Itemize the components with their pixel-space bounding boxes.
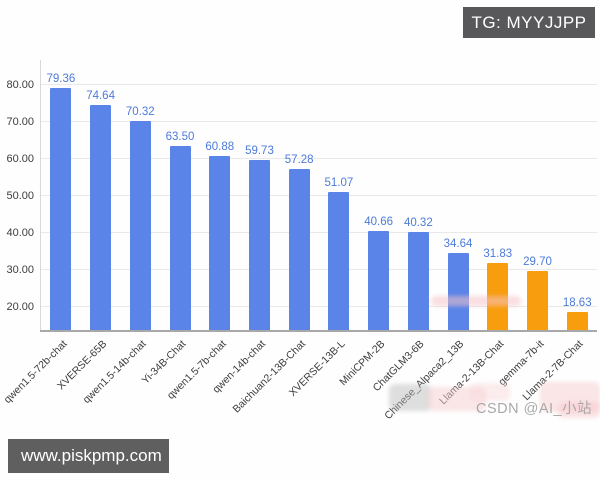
bar [209, 155, 231, 330]
blurred-watermark-patch [389, 384, 431, 411]
grid-line [41, 269, 597, 271]
bar-slot: 31.83 Llama-2-13B-Chat [437, 60, 518, 407]
bar-value-label: 40.66 [364, 215, 393, 228]
y-tick-label: 50.00 [6, 190, 34, 203]
tg-badge: TG: MYYJJPP [463, 7, 595, 38]
bar-value-label: 79.36 [46, 72, 76, 85]
bar [328, 192, 350, 330]
grid-line [41, 158, 597, 160]
grid-line [41, 121, 597, 123]
bar-value-label: 34.64 [443, 237, 473, 250]
blurred-watermark-patch [540, 382, 600, 412]
bar [90, 105, 112, 330]
bar-value-label: 31.83 [483, 248, 513, 261]
bar [288, 169, 310, 330]
y-tick-label: 60.00 [6, 153, 34, 166]
bar-slot: 29.70 gemma-7b-it [496, 60, 558, 388]
bar-value-label: 74.64 [86, 90, 115, 102]
bar-value-label: 70.32 [125, 105, 155, 118]
bar [169, 146, 191, 330]
bar-slot: 63.50 Yi-34B-Chat [140, 60, 200, 386]
bar-value-label: 51.07 [324, 177, 354, 190]
bar-slot: 59.73 qwen-14b-chat [210, 60, 280, 395]
y-tick-label: 70.00 [6, 116, 34, 129]
grid-line [41, 195, 597, 197]
bar [368, 230, 390, 330]
bar-slot: 40.66 MiniCPM-2B [337, 60, 399, 389]
bar-value-label: 59.73 [245, 145, 274, 158]
csdn-watermark: CSDN @AI_小站 [476, 401, 593, 417]
blurred-watermark-patch [428, 387, 486, 411]
grid-line [41, 232, 597, 234]
bar-slot: 79.36 qwen1.5-72b-chat [1, 60, 81, 406]
plot-area: 79.36 qwen1.5-72b-chat 74.64 XVERSE-65B 70.3… [1, 60, 597, 423]
bar [248, 160, 270, 330]
blurred-watermark-patch [470, 383, 510, 401]
y-axis-labels: 20.00 30.00 40.00 50.00 60.00 70.00 80.00 [0, 60, 34, 330]
grid-line [41, 306, 597, 308]
bar-slot: 70.32 qwen1.5-14b-chat [81, 60, 160, 406]
x-tick-label: qwen1.5-72b-chat [1, 338, 70, 406]
y-tick-label: 80.00 [6, 79, 34, 92]
site-badge: www.piskpmp.com [8, 439, 169, 473]
bar-slot: 60.88 qwen1.5-7b-chat [164, 60, 240, 402]
y-tick-label: 40.00 [6, 227, 34, 240]
bars-row: 79.36 qwen1.5-72b-chat 74.64 XVERSE-65B 70.3… [1, 60, 597, 423]
grid-line [41, 84, 597, 86]
x-tick-label: Baichuan2-13B-Chat [230, 338, 308, 416]
bar [447, 252, 469, 330]
bar [129, 120, 151, 330]
bar-slot: 74.64 XVERSE-65B [55, 60, 121, 392]
bar-slot: 40.32 ChatGLM3-6B [371, 60, 438, 394]
bar-chart: 20.00 30.00 40.00 50.00 60.00 70.00 80.00 79.3… [0, 60, 597, 423]
bar-value-label: 60.88 [205, 140, 235, 153]
bar-slot: 51.07 XVERSE-13B-L [286, 60, 359, 399]
y-tick-label: 20.00 [6, 301, 34, 314]
bar-value-label: 57.28 [284, 154, 314, 167]
y-tick-label: 30.00 [6, 264, 34, 277]
bar-value-label: 63.50 [165, 131, 195, 144]
bar-value-label: 18.63 [562, 297, 592, 310]
x-axis-line [40, 330, 597, 332]
blurred-watermark-patch [558, 402, 600, 418]
bar [526, 271, 548, 330]
bar-value-label: 40.32 [403, 216, 433, 229]
bar [407, 231, 429, 330]
blurred-watermark-patch [431, 296, 521, 306]
bar-value-label: 29.70 [523, 256, 552, 269]
bar [566, 312, 588, 330]
bar [50, 87, 72, 330]
bar-slot: 34.64 Chinese_Alpaca2_13B [382, 60, 478, 422]
bar-slot: 57.28 Baichuan2-13B-Chat [230, 60, 319, 415]
bar-slot: 18.63 Llama-2-7B-Chat [521, 60, 597, 403]
